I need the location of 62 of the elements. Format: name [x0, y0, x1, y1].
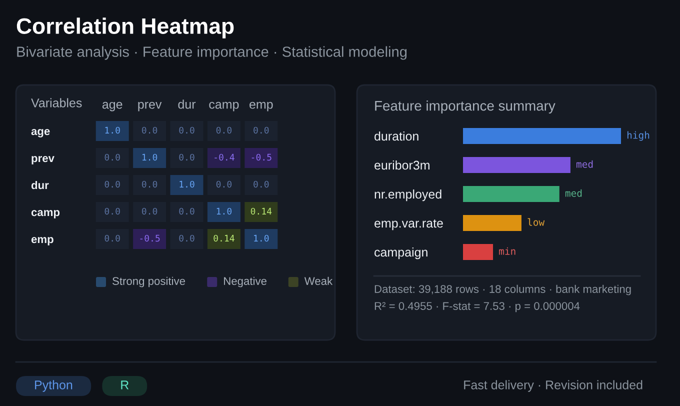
data-label: 0.0 — [254, 126, 269, 134]
x-tick-label: camp — [209, 102, 239, 112]
data-label: -0.5 — [252, 154, 272, 161]
x-tick-label: prev — [138, 102, 162, 112]
data-label: 0.0 — [216, 180, 232, 188]
data-label: 1.0 — [254, 234, 269, 242]
bar — [463, 186, 560, 202]
data-label: 0.0 — [179, 234, 194, 242]
text: Fast delivery · Revision included — [464, 380, 642, 392]
text: Dataset: 39,188 rows · 18 columns · bank marketing — [374, 284, 631, 296]
annotation: med — [576, 160, 593, 168]
x-tick-label: emp — [250, 102, 273, 112]
x-tick-label: age — [102, 102, 122, 112]
data-label: 0.14 — [214, 234, 234, 242]
data-label: 1.0 — [105, 126, 120, 134]
data-label: 0.0 — [142, 180, 158, 188]
y-tick-label: prev — [32, 156, 54, 164]
annotation: med — [565, 189, 582, 197]
data-label: 0.0 — [104, 180, 120, 188]
y-tick-label: campaign — [374, 247, 428, 260]
y-tick-label: duration — [374, 131, 418, 141]
data-label: 0.0 — [104, 234, 120, 242]
category-label: Weak — [304, 276, 333, 285]
category-label: R — [121, 380, 129, 390]
x-tick-label: dur — [178, 100, 196, 109]
annotation: low — [528, 218, 545, 226]
data-label: 0.0 — [216, 126, 232, 134]
data-label: 0.0 — [142, 126, 158, 134]
data-label: 0.0 — [104, 154, 120, 161]
data-label: 0.0 — [179, 154, 194, 161]
chart-subtitle: Bivariate analysis · Feature importance · Statistical modeling — [17, 46, 407, 60]
y-tick-label: euribor3m — [374, 160, 430, 170]
data-label: 1.0 — [180, 180, 194, 188]
y-tick-label: nr.employed — [374, 189, 442, 202]
category-label: Negative — [224, 276, 266, 288]
chart-title: Feature importance summary — [375, 100, 556, 114]
y-tick-label: age — [31, 129, 50, 138]
text: R² = 0.4955 · F-stat = 7.53 · p = 0.000004 — [374, 302, 580, 312]
data-label: 0.0 — [142, 208, 158, 215]
category-label: Strong positive — [112, 276, 186, 288]
data-label: -0.5 — [140, 234, 160, 242]
y-tick-label: emp — [31, 237, 54, 246]
y-tick-label: camp — [31, 210, 60, 218]
annotation: high — [627, 131, 650, 141]
y-tick-label: emp.var.rate — [374, 219, 443, 230]
data-label: 0.0 — [104, 208, 120, 215]
data-label: 0.0 — [179, 126, 194, 134]
bar — [463, 128, 621, 144]
data-label: 0.14 — [250, 208, 272, 215]
data-label: 0.0 — [179, 208, 194, 215]
data-label: 1.0 — [216, 208, 232, 215]
data-label: 1.0 — [142, 154, 158, 161]
y-axis-title: Variables — [31, 98, 82, 108]
bar — [463, 244, 494, 260]
data-label: -0.4 — [214, 154, 234, 161]
annotation: min — [499, 247, 516, 255]
bar — [463, 157, 570, 173]
data-label: 0.0 — [254, 180, 269, 188]
y-tick-label: dur — [31, 180, 49, 190]
bar — [463, 215, 522, 231]
category-label: Python — [35, 380, 72, 392]
chart-title: Correlation Heatmap — [16, 18, 234, 38]
